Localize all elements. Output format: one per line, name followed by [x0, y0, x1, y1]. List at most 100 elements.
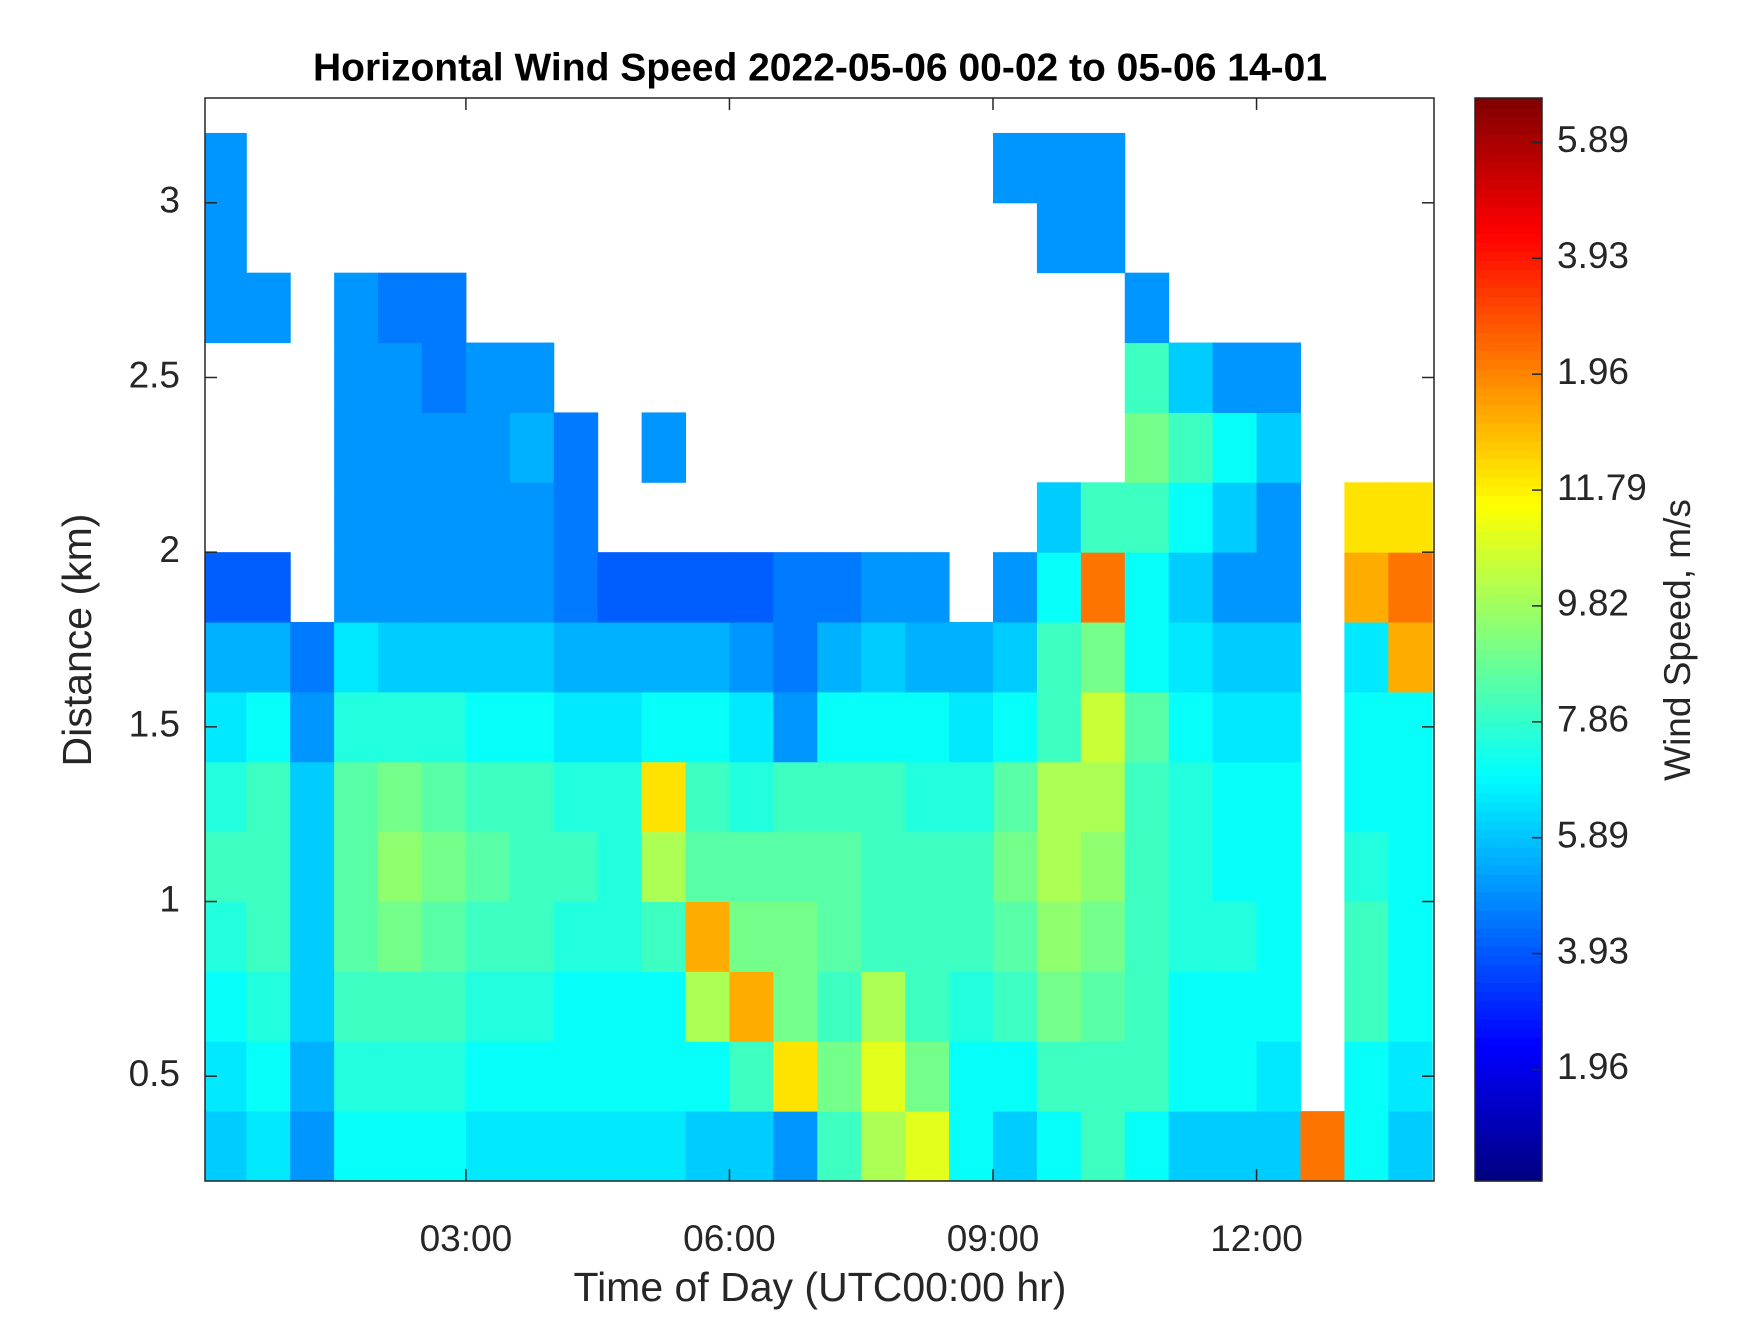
heatmap-cell [1256, 971, 1301, 1042]
heatmap-cell [1212, 901, 1258, 972]
heatmap-cell [553, 552, 599, 623]
heatmap-cell [817, 1041, 862, 1112]
heatmap-cell [1212, 342, 1258, 413]
colorbar-swatch [1475, 901, 1542, 911]
colorbar-swatch [1475, 1153, 1542, 1164]
colorbar-swatch [1475, 585, 1542, 595]
heatmap-cell [1256, 412, 1301, 483]
heatmap-cell [421, 622, 467, 693]
heatmap-cell [597, 691, 643, 763]
colorbar-swatch [1475, 549, 1542, 559]
colorbar-swatch [1475, 386, 1542, 397]
heatmap-cell [1388, 482, 1433, 553]
heatmap-cell [334, 552, 379, 623]
colorbar-swatch [1475, 657, 1542, 668]
heatmap-cell [1080, 132, 1126, 204]
colorbar-swatch [1475, 991, 1542, 1002]
colorbar-swatch [1475, 413, 1542, 424]
colorbar-swatch [1475, 260, 1542, 271]
heatmap-cell [1168, 761, 1214, 833]
heatmap-cell [861, 761, 906, 833]
heatmap-cell [1212, 1111, 1258, 1182]
heatmap-cell [205, 132, 247, 204]
colorbar-swatch [1475, 1108, 1542, 1119]
heatmap-cell [949, 901, 994, 972]
y-axis-label: Distance (km) [54, 514, 100, 767]
heatmap-cell [509, 971, 555, 1042]
colorbar-swatch [1475, 865, 1542, 875]
heatmap-cell [597, 1041, 643, 1112]
heatmap-cell [509, 342, 555, 413]
colorbar-swatch [1475, 720, 1542, 731]
heatmap-cell [861, 622, 906, 693]
heatmap-cell [1212, 412, 1258, 483]
heatmap-cell [553, 412, 599, 483]
colorbar-swatch [1475, 540, 1542, 550]
colorbar-swatch [1475, 648, 1542, 659]
colorbar-swatch [1475, 143, 1542, 153]
heatmap-cell [421, 1111, 467, 1182]
heatmap-cell [685, 831, 730, 903]
colorbar-swatch [1475, 1027, 1542, 1038]
colorbar-swatch [1475, 332, 1542, 343]
heatmap-cell [1212, 1041, 1258, 1112]
heatmap-cell [290, 901, 335, 972]
heatmap-cell [905, 1041, 950, 1112]
heatmap-cell [597, 901, 643, 972]
heatmap-cell [1344, 761, 1389, 833]
heatmap [205, 132, 1433, 1182]
heatmap-cell [378, 901, 423, 972]
colorbar-swatch [1475, 702, 1542, 713]
y-tick-label: 2.5 [129, 354, 180, 395]
colorbar-swatch [1475, 603, 1542, 614]
colorbar-swatch [1475, 449, 1542, 460]
heatmap-cell [685, 552, 730, 623]
colorbar-swatch [1475, 477, 1542, 487]
colorbar-swatch [1475, 531, 1542, 541]
colorbar-swatch [1475, 395, 1542, 406]
heatmap-cell [993, 622, 1038, 693]
heatmap-cell [905, 761, 950, 833]
colorbar-label: Wind Speed, m/s [1657, 499, 1698, 781]
heatmap-cell [1036, 202, 1082, 274]
heatmap-cell [1124, 1041, 1170, 1112]
heatmap-cell [1256, 761, 1301, 833]
heatmap-cell [1212, 831, 1258, 903]
colorbar-swatch [1475, 982, 1542, 993]
y-tick-label: 0.5 [129, 1053, 180, 1094]
heatmap-cell [1124, 1111, 1170, 1182]
heatmap-cell [993, 1041, 1038, 1112]
colorbar-swatch [1475, 621, 1542, 632]
y-tick-label: 1.5 [129, 704, 180, 745]
colorbar-swatch [1475, 1126, 1542, 1137]
heatmap-cell [246, 971, 291, 1042]
heatmap-cell [1036, 1111, 1082, 1182]
colorbar-swatch [1475, 558, 1542, 568]
heatmap-cell [1388, 622, 1433, 693]
heatmap-cell [334, 1041, 379, 1112]
colorbar-swatch [1475, 612, 1542, 623]
heatmap-cell [641, 1041, 687, 1112]
colorbar-swatch [1475, 874, 1542, 884]
heatmap-cell [1124, 272, 1170, 344]
heatmap-cell [509, 412, 555, 483]
colorbar-swatch [1475, 856, 1542, 866]
heatmap-cell [334, 691, 379, 763]
heatmap-cell [685, 622, 730, 693]
colorbar-swatch [1475, 242, 1542, 253]
heatmap-cell [1124, 901, 1170, 972]
heatmap-cell [1388, 831, 1433, 903]
heatmap-cell [205, 202, 247, 274]
heatmap-cell [290, 1041, 335, 1112]
heatmap-cell [993, 761, 1038, 833]
heatmap-cell [334, 761, 379, 833]
heatmap-cell [861, 901, 906, 972]
heatmap-cell [1344, 971, 1389, 1042]
heatmap-cell [246, 831, 291, 903]
heatmap-cell [553, 622, 599, 693]
colorbar-swatch [1475, 269, 1542, 280]
heatmap-cell [949, 1041, 994, 1112]
colorbar-swatch [1475, 964, 1542, 975]
colorbar-swatch [1475, 1000, 1542, 1011]
colorbar-swatch [1475, 287, 1542, 298]
